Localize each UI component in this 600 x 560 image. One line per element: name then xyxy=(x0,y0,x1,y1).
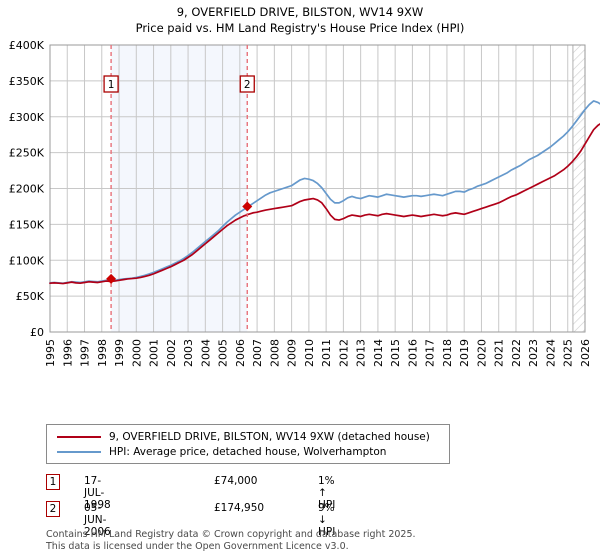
legend-item-hpi: HPI: Average price, detached house, Wolv… xyxy=(53,444,443,459)
transaction-marker-badge: 1 xyxy=(46,474,60,490)
svg-text:2021: 2021 xyxy=(493,339,506,367)
svg-text:1998: 1998 xyxy=(96,339,109,367)
svg-text:£50K: £50K xyxy=(16,290,45,303)
copyright-notice: Contains HM Land Registry data © Crown c… xyxy=(46,529,566,552)
title-line-2: Price paid vs. HM Land Registry's House … xyxy=(135,21,465,35)
svg-text:2012: 2012 xyxy=(337,339,350,367)
svg-text:2016: 2016 xyxy=(406,339,419,367)
svg-text:2004: 2004 xyxy=(199,339,212,367)
svg-text:2007: 2007 xyxy=(251,339,264,367)
price-history-chart: £0 £50K £100K £150K £200K £250K £300K £350K £400… xyxy=(9,40,600,367)
legend-label-property: 9, OVERFIELD DRIVE, BILSTON, WV14 9XW (d… xyxy=(109,430,430,443)
svg-text:2008: 2008 xyxy=(268,339,281,367)
page-title: 9, OVERFIELD DRIVE, BILSTON, WV14 9XW Pr… xyxy=(0,4,600,36)
transaction-hpi-delta: 9% ↓ HPI xyxy=(318,502,336,538)
svg-text:2017: 2017 xyxy=(424,339,437,367)
transaction-price: £74,000 xyxy=(214,475,258,487)
svg-text:1999: 1999 xyxy=(113,339,126,367)
transaction-price: £174,950 xyxy=(214,502,265,514)
legend-swatch-hpi xyxy=(57,450,101,453)
svg-text:£100K: £100K xyxy=(9,254,45,267)
svg-text:2022: 2022 xyxy=(510,339,523,367)
svg-text:2023: 2023 xyxy=(527,339,540,367)
svg-text:2018: 2018 xyxy=(441,339,454,367)
legend-swatch-property xyxy=(57,435,101,438)
svg-text:2005: 2005 xyxy=(217,339,230,367)
transaction-date: 17-JUL-1998 xyxy=(84,475,111,511)
transaction-date: 05-JUN-2006 xyxy=(84,502,111,538)
svg-text:2009: 2009 xyxy=(286,339,299,367)
svg-text:1997: 1997 xyxy=(79,339,92,367)
chart-plot-area: £0 £50K £100K £150K £200K £250K £300K £350K £400… xyxy=(0,40,600,375)
svg-text:2020: 2020 xyxy=(475,339,488,367)
chart-legend: 9, OVERFIELD DRIVE, BILSTON, WV14 9XW (d… xyxy=(46,424,450,464)
svg-text:2002: 2002 xyxy=(165,339,178,367)
svg-text:1995: 1995 xyxy=(44,339,57,367)
svg-text:£350K: £350K xyxy=(9,75,45,88)
svg-text:2019: 2019 xyxy=(458,339,471,367)
svg-text:2003: 2003 xyxy=(182,339,195,367)
legend-item-property: 9, OVERFIELD DRIVE, BILSTON, WV14 9XW (d… xyxy=(53,429,443,444)
svg-text:£200K: £200K xyxy=(9,183,45,196)
copyright-line-2: This data is licensed under the Open Gov… xyxy=(46,540,349,552)
transaction-hpi-delta: 1% ↑ HPI xyxy=(318,475,336,511)
svg-text:1996: 1996 xyxy=(61,339,74,367)
svg-text:2011: 2011 xyxy=(320,339,333,367)
svg-text:2000: 2000 xyxy=(130,339,143,367)
svg-text:2006: 2006 xyxy=(234,339,247,367)
svg-text:£0: £0 xyxy=(30,326,44,339)
svg-text:2025: 2025 xyxy=(562,339,575,367)
svg-text:£300K: £300K xyxy=(9,111,45,124)
legend-label-hpi: HPI: Average price, detached house, Wolv… xyxy=(109,445,387,458)
svg-text:£150K: £150K xyxy=(9,218,45,231)
copyright-line-1: Contains HM Land Registry data © Crown c… xyxy=(46,529,416,540)
transaction-marker-badge: 2 xyxy=(46,501,60,517)
svg-text:£250K: £250K xyxy=(9,147,45,160)
svg-text:£400K: £400K xyxy=(9,40,45,52)
svg-text:2013: 2013 xyxy=(355,339,368,367)
svg-text:2010: 2010 xyxy=(303,339,316,367)
title-line-1: 9, OVERFIELD DRIVE, BILSTON, WV14 9XW xyxy=(176,5,424,19)
svg-text:2: 2 xyxy=(244,79,251,91)
svg-text:2015: 2015 xyxy=(389,339,402,367)
svg-text:2014: 2014 xyxy=(372,339,385,367)
svg-text:2026: 2026 xyxy=(579,339,592,367)
svg-text:1: 1 xyxy=(108,79,115,91)
svg-text:2024: 2024 xyxy=(544,339,557,367)
svg-text:2001: 2001 xyxy=(148,339,161,367)
